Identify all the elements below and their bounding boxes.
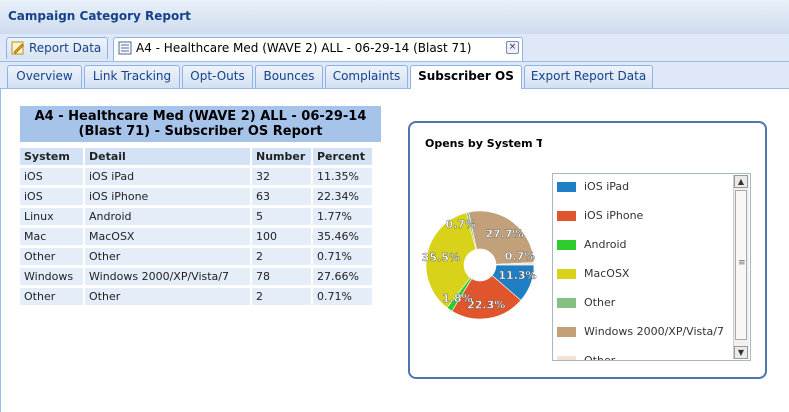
legend-swatch (557, 356, 576, 360)
legend-label: MacOSX (584, 267, 630, 280)
chart-legend: ▲ ≡ ▼ iOS iPad iOS iPhone Android MacOSX Oth… (552, 173, 751, 361)
cell-detail: iOS iPhone (85, 188, 250, 205)
column-header-number: Number (252, 148, 311, 165)
document-tab-bar: Report Data A4 - Healthcare Med (WAVE 2)… (0, 34, 789, 62)
cell-percent: 27.66% (313, 268, 372, 285)
cell-percent: 1.77% (313, 208, 372, 225)
tab-campaign-report[interactable]: A4 - Healthcare Med (WAVE 2) ALL - 06-29… (113, 37, 523, 61)
chart-title: Opens by System Ty| (425, 137, 542, 150)
cell-system: Linux (20, 208, 83, 225)
legend-label: iOS iPad (584, 180, 630, 193)
cell-number: 5 (252, 208, 311, 225)
pie-hole (464, 249, 496, 281)
cell-percent: 35.46% (313, 228, 372, 245)
legend-swatch (557, 211, 576, 221)
cell-system: iOS (20, 188, 83, 205)
cell-percent: 22.34% (313, 188, 372, 205)
legend-swatch (557, 240, 576, 250)
legend-label: Other (584, 354, 616, 361)
cell-number: 2 (252, 288, 311, 305)
subscriber-os-table: System Detail Number Percent iOS iOS iPad… (18, 145, 374, 308)
legend-swatch (557, 269, 576, 279)
tab-bounces[interactable]: Bounces (255, 65, 323, 88)
pencil-icon (11, 41, 24, 55)
table-body: iOS iOS iPad 32 11.35% iOS iOS iPhone 63 22.34%… (20, 168, 372, 305)
tab-report-data[interactable]: Report Data (6, 37, 108, 59)
cell-percent: 11.35% (313, 168, 372, 185)
legend-swatch (557, 298, 576, 308)
cell-system: Other (20, 248, 83, 265)
cell-system: iOS (20, 168, 83, 185)
cell-system: Windows (20, 268, 83, 285)
tab-link-tracking[interactable]: Link Tracking (84, 65, 180, 88)
scroll-up-button[interactable]: ▲ (734, 175, 748, 188)
tab-complaints[interactable]: Complaints (325, 65, 408, 88)
scroll-thumb[interactable]: ≡ (735, 190, 747, 340)
cell-percent: 0.71% (313, 288, 372, 305)
cell-detail: iOS iPad (85, 168, 250, 185)
column-header-system: System (20, 148, 83, 165)
table-row: Linux Android 5 1.77% (20, 208, 372, 225)
table-row: Other Other 2 0.71% (20, 248, 372, 265)
table-row: Windows Windows 2000/XP/Vista/7 78 27.66% (20, 268, 372, 285)
close-icon[interactable]: × (506, 41, 519, 54)
legend-label: Windows 2000/XP/Vista/7 (584, 325, 725, 338)
legend-scrollbar[interactable]: ▲ ≡ ▼ (733, 175, 749, 359)
table-row: iOS iOS iPhone 63 22.34% (20, 188, 372, 205)
table-header-row: System Detail Number Percent (20, 148, 372, 165)
pie-data-label: 11.3% (498, 269, 536, 282)
tab-opt-outs[interactable]: Opt-Outs (182, 65, 253, 88)
tab-overview[interactable]: Overview (7, 65, 82, 88)
document-icon (118, 41, 132, 55)
scroll-down-button[interactable]: ▼ (734, 346, 748, 359)
grip-icon: ≡ (738, 258, 746, 268)
cell-percent: 0.71% (313, 248, 372, 265)
report-title: A4 - Healthcare Med (WAVE 2) ALL - 06-29… (20, 106, 381, 142)
column-header-percent: Percent (313, 148, 372, 165)
pie-data-label: 22.3% (467, 299, 505, 312)
table-row: Mac MacOSX 100 35.46% (20, 228, 372, 245)
cell-number: 63 (252, 188, 311, 205)
window-header: Campaign Category Report (0, 0, 789, 35)
cell-detail: Android (85, 208, 250, 225)
window-title: Campaign Category Report (8, 9, 191, 23)
cell-number: 78 (252, 268, 311, 285)
legend-label: Android (584, 238, 627, 251)
cell-system: Other (20, 288, 83, 305)
cell-number: 32 (252, 168, 311, 185)
tab-subscriber-os[interactable]: Subscriber OS (410, 65, 522, 89)
cell-detail: Other (85, 248, 250, 265)
pie-chart: 11.3% 22.3%1.8% 35.5% 0.7% 27.7% 0.7% (422, 210, 537, 320)
pie-data-label: 0.7% (445, 218, 476, 231)
legend-label: Other (584, 296, 616, 309)
cell-number: 2 (252, 248, 311, 265)
legend-swatch (557, 182, 576, 192)
pie-data-label: 27.7% (485, 227, 523, 240)
report-tab-bar: Overview Link Tracking Opt-Outs Bounces … (0, 62, 789, 89)
pie-data-label: 0.7% (505, 250, 536, 263)
cell-detail: Windows 2000/XP/Vista/7 (85, 268, 250, 285)
cell-detail: Other (85, 288, 250, 305)
column-header-detail: Detail (85, 148, 250, 165)
legend-swatch (557, 327, 576, 337)
cell-number: 100 (252, 228, 311, 245)
cell-system: Mac (20, 228, 83, 245)
tab-export-report-data[interactable]: Export Report Data (524, 65, 653, 88)
table-row: Other Other 2 0.71% (20, 288, 372, 305)
legend-label: iOS iPhone (584, 209, 644, 222)
pie-data-label: 1.8% (442, 292, 473, 305)
pie-data-label: 35.5% (422, 251, 460, 264)
cell-detail: MacOSX (85, 228, 250, 245)
table-row: iOS iOS iPad 32 11.35% (20, 168, 372, 185)
